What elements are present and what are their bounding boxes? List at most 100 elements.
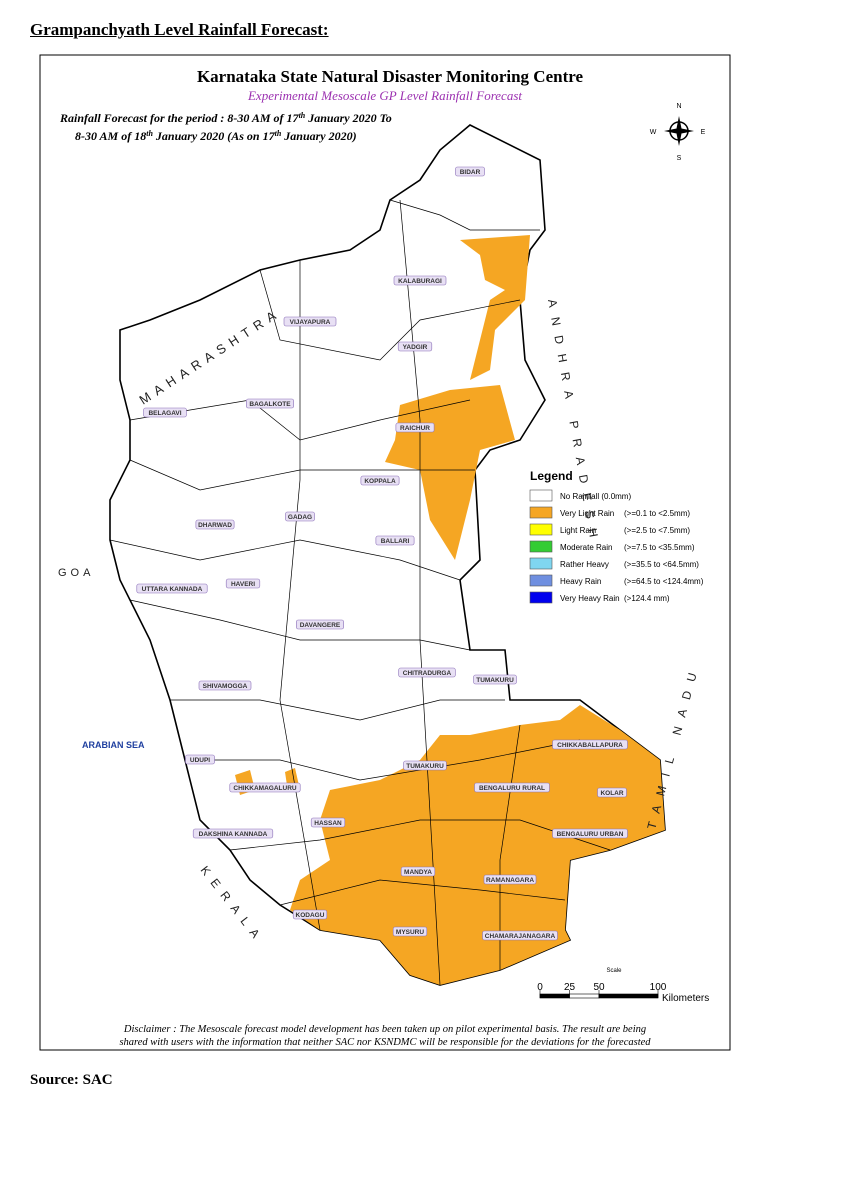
district-tag — [292, 909, 328, 920]
page-heading: Grampanchyath Level Rainfall Forecast: — [30, 20, 329, 39]
district-tag — [285, 511, 315, 522]
compass-s: S — [677, 155, 682, 162]
scale-label: 25 — [564, 982, 576, 993]
district-tag — [225, 578, 261, 589]
district-tag — [552, 739, 628, 750]
district-label: HASSAN — [314, 820, 342, 827]
scale-segment — [598, 993, 659, 999]
map-subtitle: Experimental Mesoscale GP Level Rainfall… — [247, 88, 522, 103]
district-label: YADGIR — [403, 344, 428, 351]
period-line: 8-30 AM of 18th January 2020 (As on 17th… — [75, 129, 357, 144]
legend-label: Very Light Rain — [560, 509, 614, 518]
legend-label: Heavy Rain — [560, 577, 601, 586]
district-tag — [473, 674, 517, 685]
neighbor-label: GOA — [58, 567, 94, 579]
scale-label: 0 — [537, 982, 543, 993]
compass-n: N — [676, 103, 681, 110]
scale-label: 50 — [593, 982, 605, 993]
scale-segment — [539, 993, 570, 999]
district-label: MYSURU — [396, 929, 424, 936]
sea-label: ARABIAN SEA — [82, 740, 145, 750]
district-tag — [192, 828, 274, 839]
scale-unit: Kilometers — [662, 993, 709, 1004]
district-label: BENGALURU URBAN — [557, 831, 624, 838]
period-text: Rainfall Forecast for the period : 8-30 … — [59, 111, 300, 125]
district-label: UTTARA KANNADA — [142, 586, 203, 593]
scale-label: 100 — [650, 982, 667, 993]
district-tag — [393, 275, 447, 286]
scale-title: Scale — [606, 968, 622, 974]
district-label: DAVANGERE — [300, 622, 341, 629]
district-tag — [482, 930, 558, 941]
period-text: th — [146, 129, 153, 138]
district-tag — [552, 828, 628, 839]
legend-label: Rather Heavy — [560, 560, 609, 569]
district-label: MANDYA — [404, 869, 432, 876]
district-label: TUMAKURU — [476, 677, 514, 684]
legend: Legend No Rainfall (0.0mm) Very Light Rai… — [522, 465, 722, 607]
district-tag — [403, 760, 447, 771]
district-tag — [283, 316, 337, 327]
district-label: DAKSHINA KANNADA — [199, 831, 268, 838]
legend-range: (>=7.5 to <35.5mm) — [624, 543, 695, 552]
map-title: Karnataka State Natural Disaster Monitor… — [197, 67, 584, 86]
district-tag — [229, 782, 301, 793]
legend-label: Light Rain — [560, 526, 596, 535]
district-tag — [455, 166, 485, 177]
district-tag — [195, 519, 235, 530]
legend-swatch — [529, 574, 553, 587]
scale-segment — [569, 993, 600, 999]
district-label: VIJAYAPURA — [290, 319, 331, 326]
compass: N E S W — [650, 103, 706, 162]
district-tag — [143, 407, 187, 418]
legend-swatch — [529, 591, 553, 604]
legend-label: Very Heavy Rain — [560, 594, 620, 603]
legend-label: Moderate Rain — [560, 543, 612, 552]
district-label: CHITRADURGA — [403, 670, 452, 677]
district-tag — [398, 667, 456, 678]
district-tag — [375, 535, 415, 546]
period-text: January 2020 To — [305, 111, 392, 125]
legend-range: (>124.4 mm) — [624, 594, 670, 603]
legend-label: No Rainfall (0.0mm) — [560, 492, 631, 501]
district-label: BAGALKOTE — [249, 401, 291, 408]
district-label: KOLAR — [600, 790, 623, 797]
district-label: BIDAR — [460, 169, 481, 176]
district-tag — [295, 619, 344, 630]
district-label: CHIKKABALLAPURA — [557, 742, 623, 749]
district-label: BELAGAVI — [148, 410, 181, 417]
district-label: RAICHUR — [400, 425, 430, 432]
period-text: th — [299, 111, 306, 120]
period-text: th — [275, 129, 282, 138]
period-line: Rainfall Forecast for the period : 8-30 … — [59, 111, 392, 126]
district-label: GADAG — [288, 514, 312, 521]
period-text: 8-30 AM of 18 — [75, 129, 146, 143]
district-tag — [136, 583, 208, 594]
legend-swatch — [529, 506, 553, 519]
district-label: BALLARI — [381, 538, 410, 545]
legend-range: (>=2.5 to <7.5mm) — [624, 526, 690, 535]
district-label: KODAGU — [296, 912, 325, 919]
district-tag — [392, 926, 428, 937]
district-boundaries — [109, 199, 611, 986]
legend-range: (>=64.5 to <124.4mm) — [624, 577, 704, 586]
district-tag — [400, 866, 436, 877]
compass-w: W — [650, 129, 657, 136]
district-label: CHAMARAJANAGARA — [485, 933, 556, 940]
source: Source: SAC — [30, 1072, 113, 1088]
neighbor-label: TAMIL NADU — [644, 662, 702, 831]
legend-swatch — [529, 540, 553, 553]
district-tag — [474, 782, 550, 793]
disclaimer: shared with users with the information t… — [119, 1037, 651, 1048]
legend-title: Legend — [530, 469, 573, 483]
district-label: UDUPI — [190, 757, 210, 764]
disclaimer: Disclaimer : The Mesoscale forecast mode… — [123, 1024, 646, 1035]
district-label: SHIVAMOGGA — [203, 683, 248, 690]
period-text: January 2020 (As on 17 — [153, 129, 276, 143]
district-label: CHIKKAMAGALURU — [233, 785, 296, 792]
legend-range: (>=0.1 to <2.5mm) — [624, 509, 690, 518]
district-tag — [395, 422, 435, 433]
district-label: RAMANAGARA — [486, 877, 534, 884]
